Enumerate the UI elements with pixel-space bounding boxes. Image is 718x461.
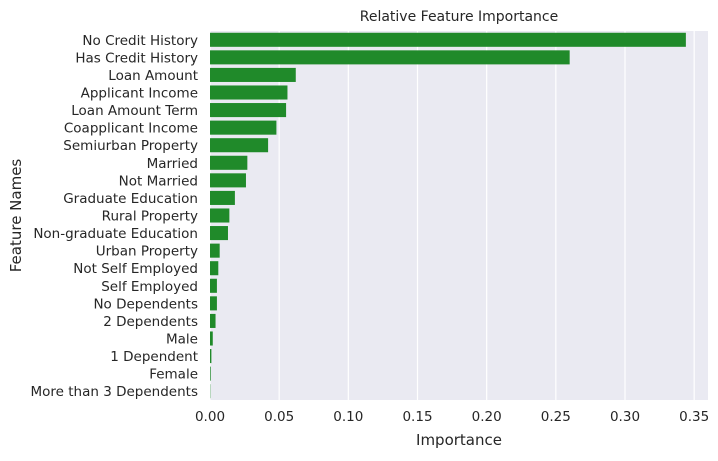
y-tick-label: More than 3 Dependents (31, 384, 199, 400)
x-tick-label: 0.25 (541, 409, 571, 425)
x-tick-label: 0.15 (402, 409, 432, 425)
y-tick-label: Not Married (119, 173, 198, 189)
chart-title: Relative Feature Importance (360, 9, 559, 25)
bar (210, 121, 276, 135)
bar (210, 33, 686, 47)
y-tick-label: 2 Dependents (103, 314, 198, 330)
bar (210, 103, 286, 117)
x-tick-label: 0.35 (679, 409, 709, 425)
bar (210, 208, 229, 222)
bar (210, 156, 247, 170)
bar (210, 314, 216, 328)
y-tick-label: Applicant Income (81, 86, 198, 102)
y-tick-label: Female (149, 367, 198, 383)
x-tick-labels: 0.00 0.05 0.10 0.15 0.20 0.25 0.30 0.35 (195, 409, 709, 425)
y-tick-label: No Dependents (93, 296, 198, 312)
y-tick-label: Urban Property (96, 244, 198, 260)
bar (210, 138, 268, 152)
bar (210, 68, 296, 82)
bar (210, 85, 287, 99)
x-tick-label: 0.10 (333, 409, 363, 425)
bar (210, 50, 570, 64)
y-tick-label: 1 Dependent (110, 349, 198, 365)
bar (210, 279, 217, 293)
bar (210, 349, 211, 363)
x-tick-label: 0.00 (195, 409, 225, 425)
y-tick-label: Self Employed (101, 279, 198, 295)
y-tick-label: Coapplicant Income (64, 121, 198, 137)
bar (210, 226, 228, 240)
x-axis-label: Importance (416, 431, 502, 449)
bar (210, 331, 213, 345)
y-axis-label: Feature Names (7, 159, 25, 273)
y-tick-label: Loan Amount Term (71, 103, 198, 119)
x-tick-label: 0.05 (264, 409, 294, 425)
x-tick-label: 0.20 (472, 409, 502, 425)
y-tick-label: Male (166, 332, 198, 348)
x-tick-label: 0.30 (610, 409, 640, 425)
bar (210, 296, 217, 310)
y-tick-label: Non-graduate Education (33, 226, 198, 242)
y-tick-label: Semiurban Property (63, 138, 198, 154)
y-tick-label: Married (147, 156, 198, 172)
bar (210, 367, 211, 381)
bar (210, 173, 246, 187)
y-tick-label: No Credit History (82, 33, 198, 49)
y-tick-label: Not Self Employed (73, 261, 198, 277)
y-tick-label: Loan Amount (108, 68, 198, 84)
bar (210, 261, 218, 275)
bar (210, 191, 235, 205)
y-tick-label: Has Credit History (75, 50, 198, 66)
bar (210, 244, 220, 258)
y-tick-label: Rural Property (102, 209, 198, 225)
y-tick-label: Graduate Education (63, 191, 198, 207)
